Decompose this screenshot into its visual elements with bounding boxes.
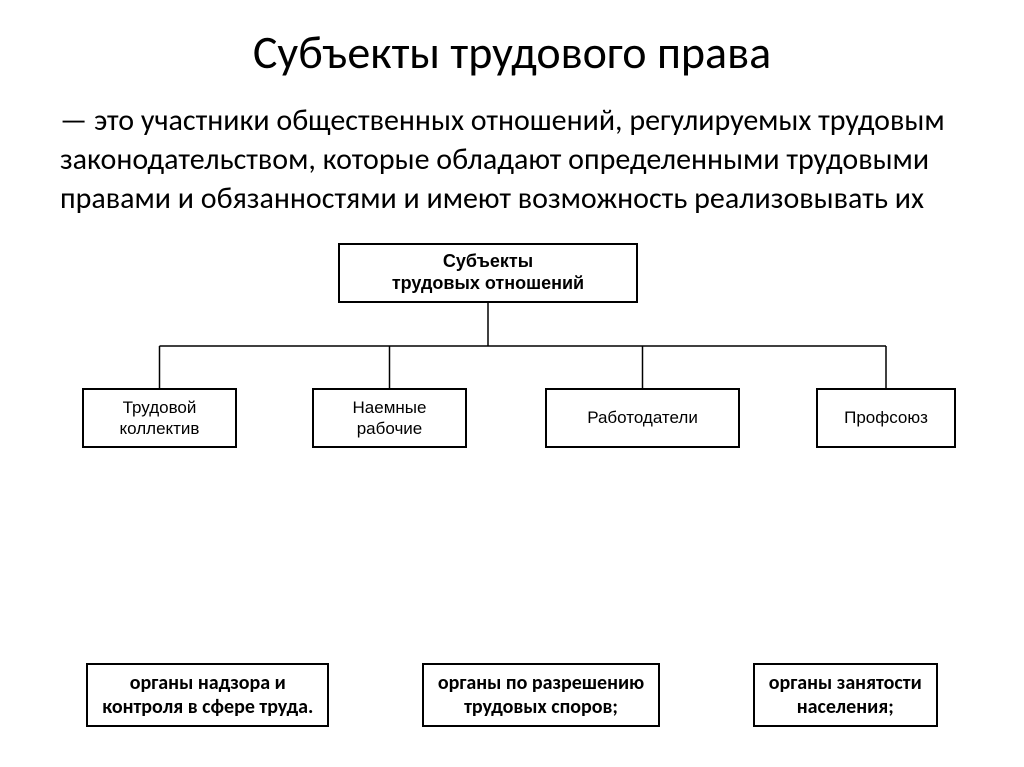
page-title: Субъекты трудового права	[0, 0, 1024, 81]
bottom-box: органы надзора иконтроля в сфере труда.	[86, 663, 329, 727]
bottom-row: органы надзора иконтроля в сфере труда. о…	[0, 663, 1024, 727]
definition-paragraph: — это участники общественных отношений, …	[0, 101, 1024, 218]
bottom-box: органы по разрешениютрудовых споров;	[422, 663, 660, 727]
child-node: Наемныерабочие	[312, 388, 467, 448]
child-node: Трудовойколлектив	[82, 388, 237, 448]
child-node: Работодатели	[545, 388, 740, 448]
org-chart: Субъектытрудовых отношений Трудовойколле…	[0, 233, 1024, 538]
bottom-box: органы занятостинаселения;	[753, 663, 938, 727]
child-node: Профсоюз	[816, 388, 956, 448]
root-node: Субъектытрудовых отношений	[338, 243, 638, 303]
